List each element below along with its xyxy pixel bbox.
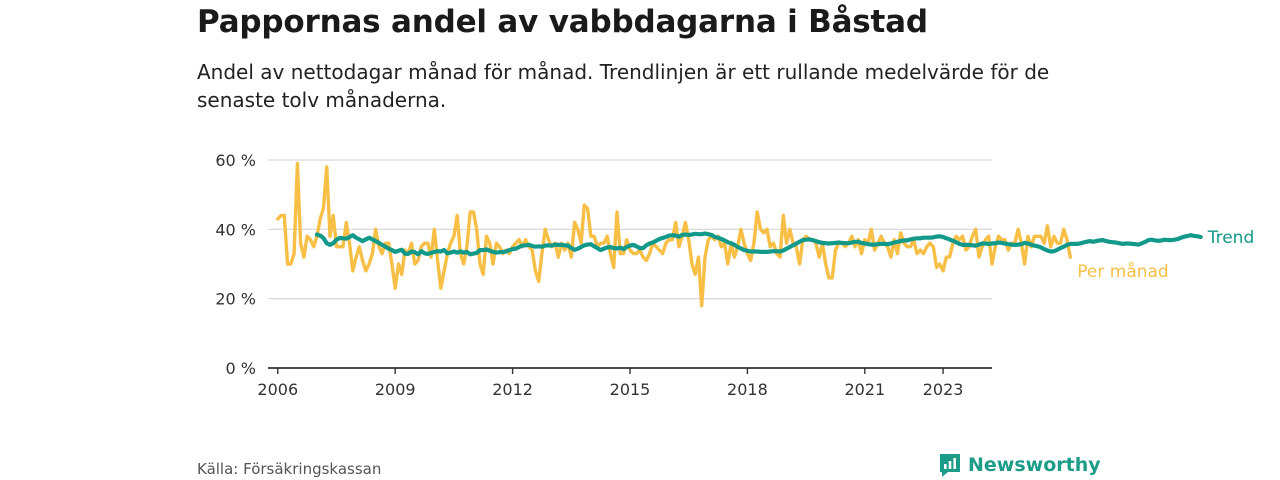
chart-title: Pappornas andel av vabbdagarna i Båstad bbox=[197, 4, 928, 40]
y-tick-label: 20 % bbox=[215, 290, 256, 309]
brand-name: Newsworthy bbox=[968, 454, 1101, 476]
trend-series-label: Trend bbox=[1207, 228, 1255, 248]
x-tick-label: 2021 bbox=[844, 380, 885, 399]
newsworthy-logo-icon bbox=[940, 454, 960, 477]
y-axis-ticks: 0 % 20 % 40 % 60 % bbox=[215, 151, 256, 378]
brand-logo-link[interactable]: Newsworthy bbox=[938, 452, 1101, 478]
series-labels: Trend Per månad bbox=[1077, 228, 1254, 282]
y-tick-label: 0 % bbox=[226, 359, 256, 378]
x-axis: 2006 2009 2012 2015 2018 2021 2023 bbox=[257, 367, 992, 399]
chart-subtitle: Andel av nettodagar månad för månad. Tre… bbox=[197, 60, 1050, 112]
data-series bbox=[276, 161, 1203, 308]
x-tick-label: 2012 bbox=[492, 380, 533, 399]
y-tick-label: 60 % bbox=[215, 151, 256, 170]
trend-series-line bbox=[314, 231, 1203, 257]
monthly-series-label: Per månad bbox=[1077, 261, 1168, 282]
source-note: Källa: Försäkringskassan bbox=[197, 460, 382, 478]
x-tick-label: 2023 bbox=[923, 380, 964, 399]
x-tick-label: 2009 bbox=[375, 380, 416, 399]
y-tick-label: 40 % bbox=[215, 220, 256, 239]
x-tick-label: 2006 bbox=[257, 380, 298, 399]
monthly-series-line bbox=[276, 161, 1073, 308]
x-tick-label: 2018 bbox=[727, 380, 768, 399]
x-tick-label: 2015 bbox=[610, 380, 651, 399]
